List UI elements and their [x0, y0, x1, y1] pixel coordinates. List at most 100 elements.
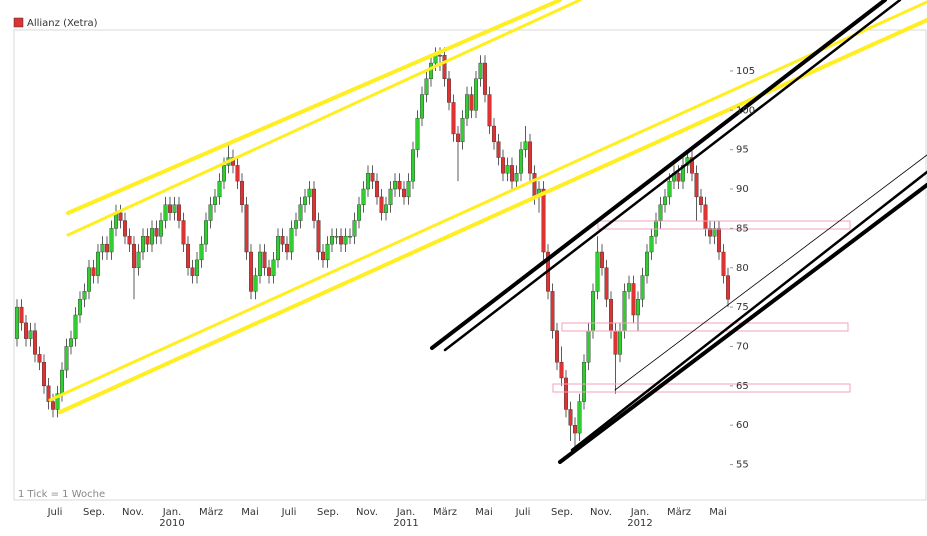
tick-note: 1 Tick = 1 Woche [18, 489, 105, 500]
trend-line [66, 0, 582, 237]
y-tick-label: 80 [736, 263, 749, 274]
candle-body [325, 243, 330, 261]
candle-body [262, 251, 267, 268]
candle-body [717, 228, 722, 253]
y-tick-label: 55 [736, 460, 749, 471]
candle-body [330, 236, 335, 245]
y-tick-label: 85 [736, 223, 749, 234]
x-tick-label: Mai [475, 507, 493, 518]
candle-body [726, 275, 731, 300]
candle-body [140, 236, 145, 253]
candle-body [158, 220, 163, 237]
candle-body [573, 425, 578, 434]
candle-body [577, 401, 582, 434]
candle-body [505, 165, 510, 174]
candle-body [91, 267, 96, 276]
trend-line [66, 0, 562, 215]
candle-body [541, 188, 546, 253]
candle-body [438, 54, 443, 57]
candle-body [352, 220, 357, 237]
zone [597, 220, 851, 230]
trend-lines [48, 0, 927, 464]
candle-body [217, 180, 222, 198]
candle-body [586, 330, 591, 363]
candle-body [118, 212, 123, 221]
candle-body [627, 283, 632, 292]
candle-body [555, 330, 560, 363]
candle-body [411, 149, 416, 182]
candle-body [456, 133, 461, 142]
candle-body [384, 204, 389, 213]
candle-body [127, 236, 132, 245]
candle-body [568, 409, 573, 426]
y-tick-label: 100 [736, 105, 755, 116]
y-tick-label: 90 [736, 184, 749, 195]
candle-body [519, 149, 524, 174]
candle-body [528, 141, 533, 174]
x-tick-label: Nov. [356, 507, 378, 518]
candle-body [239, 180, 244, 205]
candle-body [271, 259, 276, 276]
x-year-label: 2010 [159, 518, 184, 529]
candle-body [564, 377, 569, 410]
candle-body [703, 204, 708, 229]
candle-body [361, 188, 366, 205]
candle-body [370, 173, 375, 182]
trend-line [570, 170, 927, 452]
candle-body [393, 180, 398, 190]
candle-body [19, 306, 24, 324]
candle-body [622, 291, 627, 331]
candle-body [86, 267, 91, 292]
y-tick-label: 60 [736, 420, 749, 431]
candle-body [501, 157, 506, 174]
candle-body [131, 243, 136, 268]
candle-body [37, 354, 42, 363]
candle-body [604, 267, 609, 300]
candle-body [402, 188, 407, 198]
trend-line [48, 0, 927, 402]
candle-body [334, 236, 339, 238]
candle-body [609, 299, 614, 331]
candle-body [149, 228, 154, 245]
candle-body [267, 267, 272, 276]
x-tick-label: Sep. [551, 507, 573, 518]
candle-body [28, 330, 33, 339]
candle-body [667, 180, 672, 198]
zone [561, 322, 849, 332]
candle-body [64, 346, 69, 371]
candle-body [185, 243, 190, 268]
candle-body [244, 204, 249, 253]
candle-body [613, 330, 618, 355]
candle-body [51, 401, 56, 410]
x-year-label: 2012 [627, 518, 652, 529]
candle-body [343, 236, 348, 245]
candle-body [618, 330, 623, 355]
candle-body [14, 306, 19, 339]
candle-body [348, 236, 353, 238]
zone [552, 383, 851, 393]
legend-label: Allianz (Xetra) [27, 18, 98, 29]
candle-body [55, 393, 60, 410]
candle-body [73, 314, 78, 339]
candle-body [109, 228, 114, 253]
candle-body [100, 243, 105, 253]
candle-body [60, 369, 65, 394]
candle-body [307, 188, 312, 198]
candle-body [721, 251, 726, 276]
candle-body [190, 267, 195, 276]
x-year-label: 2011 [393, 518, 418, 529]
candle-body [375, 180, 380, 198]
candle-body [663, 196, 668, 205]
x-tick-label: Sep. [317, 507, 339, 518]
candle-body [145, 236, 150, 245]
candle-body [154, 228, 159, 237]
candle-body [487, 94, 492, 127]
trend-line [614, 154, 927, 391]
candle-body [316, 220, 321, 253]
candle-body [406, 180, 411, 198]
y-tick-label: 105 [736, 66, 755, 77]
candle-body [303, 196, 308, 205]
zones [552, 220, 851, 393]
candle-body [172, 204, 177, 213]
